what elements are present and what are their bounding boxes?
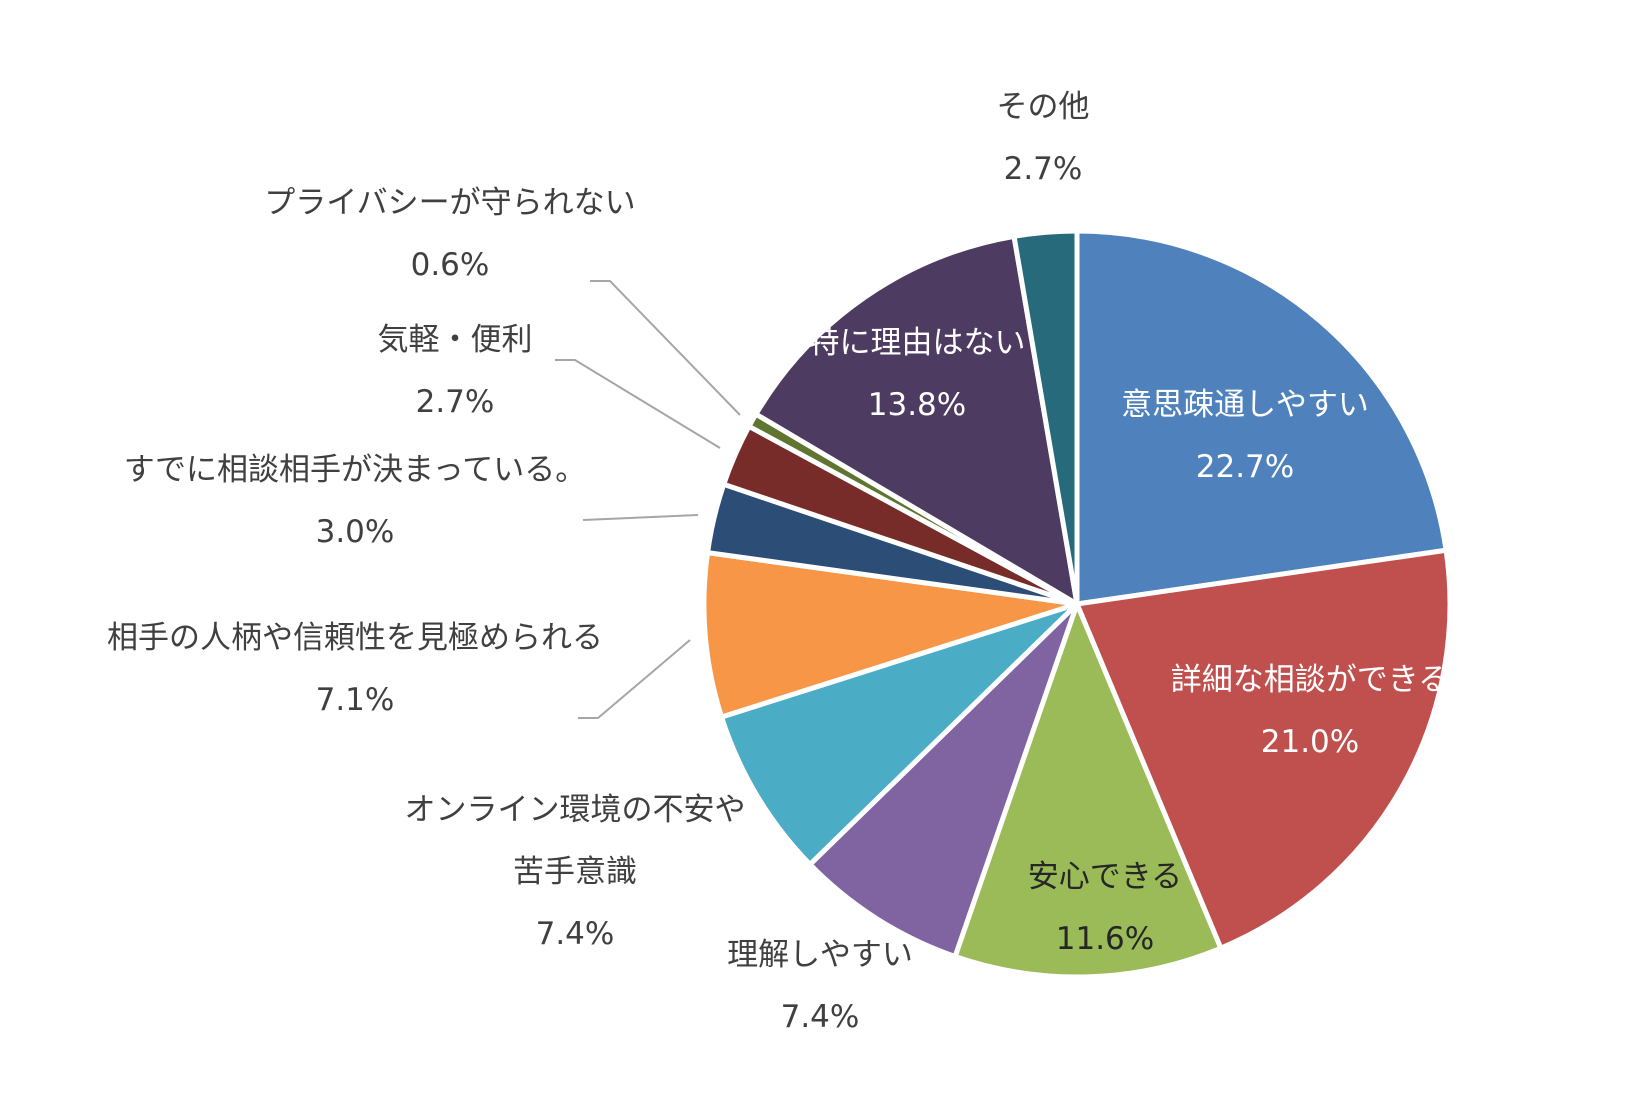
value-label-online-anxiety: 7.4%: [536, 916, 615, 952]
slice-easy-to-understand: [807, 601, 1080, 960]
category-label-judge-personality: 相手の人柄や信頼性を見極められる: [107, 620, 603, 656]
category-label-casual-convenient: 気軽・便利: [378, 322, 533, 358]
value-label-easy-to-understand: 7.4%: [781, 999, 860, 1035]
category-label-privacy-not-protected: プライバシーが守られない: [264, 185, 635, 221]
slice-communication-easy: [1074, 228, 1449, 607]
category-label-partner-decided: すでに相談相手が決まっている。: [124, 452, 587, 488]
category-label-other: その他: [997, 89, 1090, 125]
value-label-judge-personality: 7.1%: [316, 682, 395, 718]
slice-other: [1011, 228, 1080, 607]
slice-judge-personality: [701, 550, 1080, 720]
leader-line-privacy-not-protected: [590, 280, 741, 416]
category-label-easy-to-understand: 理解しやすい: [727, 937, 913, 973]
slice-no-reason: [753, 233, 1080, 607]
category-label-online-anxiety: オンライン環境の不安や: [405, 792, 746, 828]
value-label-reassuring: 11.6%: [1056, 921, 1154, 957]
value-label-casual-convenient: 2.7%: [416, 384, 495, 420]
slice-online-anxiety: [719, 601, 1080, 867]
value-label-communication-easy: 22.7%: [1196, 449, 1294, 485]
value-label-other: 2.7%: [1004, 151, 1083, 187]
category-label-detailed-consult: 詳細な相談ができる: [1171, 662, 1449, 698]
leader-lines: [555, 280, 741, 719]
category-label-no-reason: 特に理由はない: [809, 325, 1026, 361]
category-label-reassuring: 安心できる: [1028, 859, 1182, 895]
leader-line-casual-convenient: [555, 359, 721, 449]
slice-reassuring: [952, 601, 1224, 980]
slice-detailed-consult: [1074, 547, 1453, 951]
value-label-no-reason: 13.8%: [868, 387, 966, 423]
leader-line-judge-personality: [578, 639, 691, 719]
value-label-detailed-consult: 21.0%: [1261, 724, 1359, 760]
category-label-communication-easy: 意思疎通しやすい: [1121, 387, 1369, 423]
leader-line-partner-decided: [582, 514, 699, 521]
category-label-online-anxiety: 苦手意識: [513, 854, 637, 890]
value-label-partner-decided: 3.0%: [316, 514, 395, 550]
pie-slices: [701, 228, 1453, 980]
data-labels: 意思疎通しやすい 22.7% 詳細な相談ができる 21.0% 安心できる 11.6% 理解し…: [107, 89, 1449, 1035]
value-label-privacy-not-protected: 0.6%: [411, 247, 490, 283]
